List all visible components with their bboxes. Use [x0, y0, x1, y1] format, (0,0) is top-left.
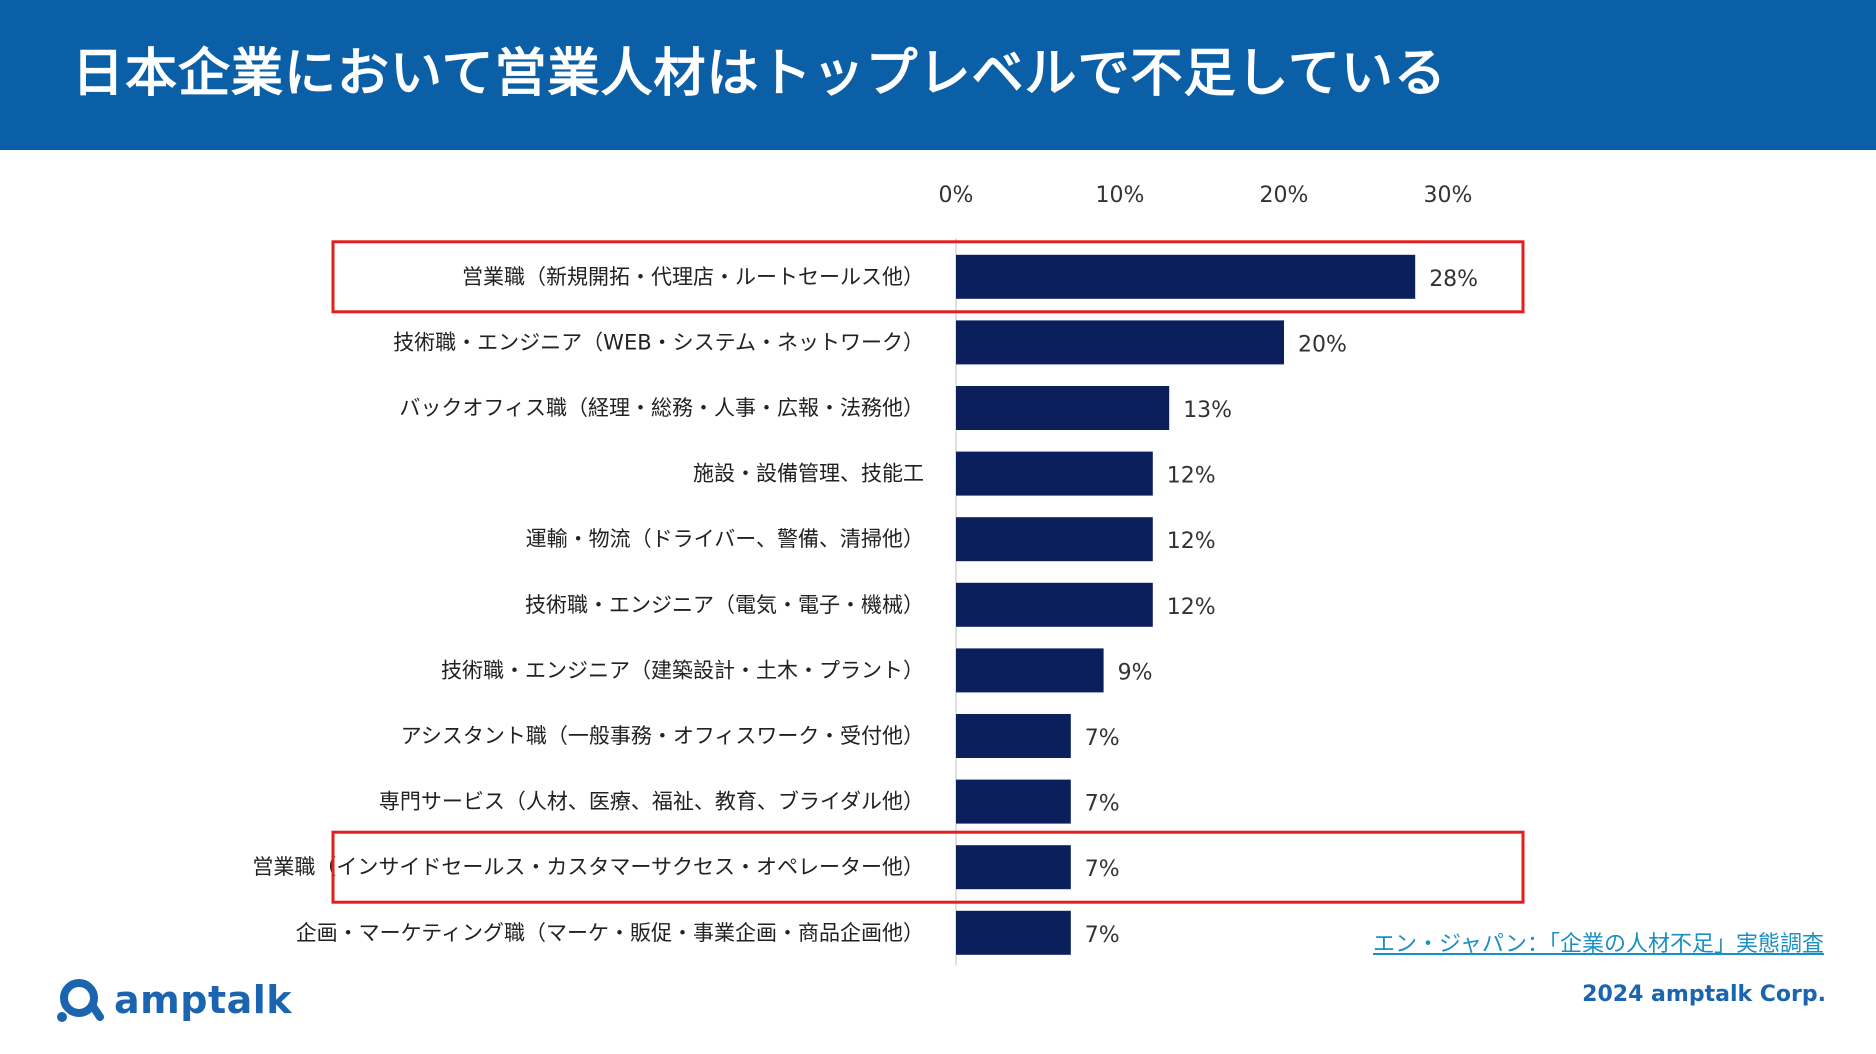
data-label: 7% — [1085, 857, 1120, 882]
data-label: 12% — [1167, 529, 1216, 554]
data-label: 28% — [1429, 267, 1478, 292]
x-tick-label: 10% — [1096, 183, 1145, 208]
x-tick-label: 20% — [1260, 183, 1309, 208]
bar — [956, 320, 1284, 365]
data-label: 12% — [1167, 595, 1216, 620]
copyright: 2024 amptalk Corp. — [1582, 982, 1826, 1007]
category-label: 営業職（インサイドセールス・カスタマーサクセス・オペレーター他） — [252, 855, 924, 879]
page-title: 日本企業において営業人材はトップレベルで不足している — [72, 44, 1447, 104]
bar — [956, 517, 1153, 562]
category-label: バックオフィス職（経理・総務・人事・広報・法務他） — [399, 396, 924, 420]
data-label: 7% — [1085, 792, 1120, 817]
data-label: 7% — [1085, 923, 1120, 948]
category-label: 専門サービス（人材、医療、福祉、教育、ブライダル他） — [379, 790, 924, 814]
bar — [956, 386, 1170, 430]
category-label: 技術職・エンジニア（建築設計・土木・プラント） — [441, 658, 924, 682]
data-label: 12% — [1167, 464, 1216, 489]
bar-chart: 0% 10% 20% 30% 営業職（新規開拓・代理店・ルートセールス他） 28% 技術職・… — [252, 183, 1525, 966]
bar — [956, 451, 1153, 496]
amptalk-logo: amptalk — [54, 974, 292, 1026]
data-label: 13% — [1183, 398, 1232, 423]
category-label: 企画・マーケティング職（マーケ・販促・事業企画・商品企画他） — [296, 921, 924, 945]
header-bar: 日本企業において営業人材はトップレベルで不足している — [0, 0, 1876, 150]
category-label: 営業職（新規開拓・代理店・ルートセールス他） — [462, 265, 924, 289]
x-tick-label: 0% — [939, 183, 974, 208]
category-label: 技術職・エンジニア（WEB・システム・ネットワーク） — [393, 330, 924, 354]
bar — [956, 582, 1153, 627]
bar — [956, 779, 1071, 824]
category-label: 運輸・物流（ドライバー、警備、清掃他） — [526, 527, 924, 551]
source-link[interactable]: エン・ジャパン：「企業の人材不足」実態調査 — [1372, 932, 1824, 957]
highlight-box — [331, 240, 1525, 314]
category-label: 技術職・エンジニア（電気・電子・機械） — [525, 593, 924, 617]
data-label: 9% — [1118, 660, 1153, 685]
bar — [956, 910, 1071, 955]
data-label: 20% — [1298, 332, 1347, 357]
x-tick-label: 30% — [1424, 183, 1473, 208]
logo-text: amptalk — [114, 978, 293, 1022]
bar — [956, 845, 1071, 890]
category-label: 施設・設備管理、技能工 — [693, 462, 924, 486]
bar — [956, 254, 1416, 299]
data-label: 7% — [1085, 726, 1120, 751]
bar — [956, 648, 1104, 693]
logo-icon — [57, 979, 104, 1022]
highlight-box — [331, 830, 1525, 904]
category-label: アシスタント職（一般事務・オフィスワーク・受付他） — [401, 724, 924, 748]
bar — [956, 714, 1071, 758]
